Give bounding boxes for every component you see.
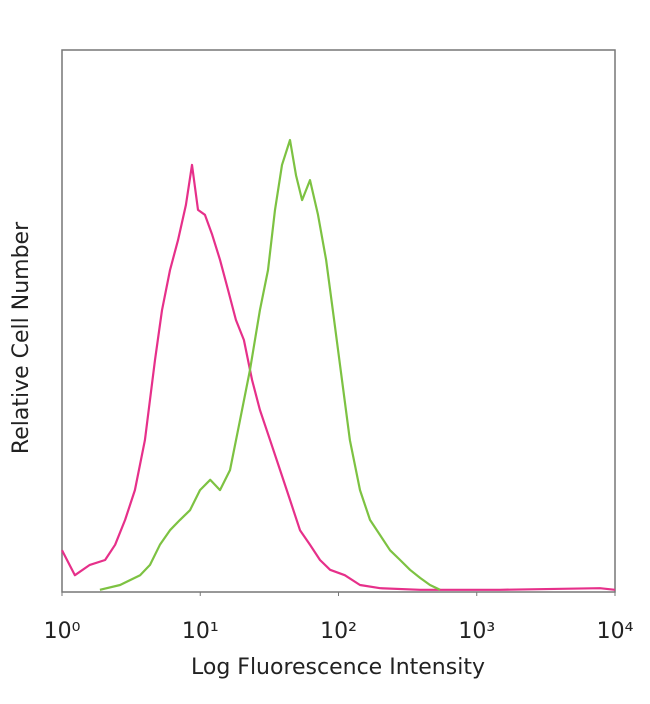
x-tick-label: 10⁰ <box>44 619 81 644</box>
x-tick-label: 10⁴ <box>597 619 634 644</box>
histogram-line <box>99 138 441 591</box>
x-tick-label: 10¹ <box>182 619 219 644</box>
x-axis-label: Log Fluorescence Intensity <box>191 655 485 680</box>
y-axis-label: Relative Cell Number <box>9 221 34 454</box>
histogram-line <box>61 163 616 591</box>
x-tick-label: 10² <box>320 619 357 644</box>
x-tick-label: 10³ <box>458 619 495 644</box>
plot-frame <box>61 49 616 593</box>
